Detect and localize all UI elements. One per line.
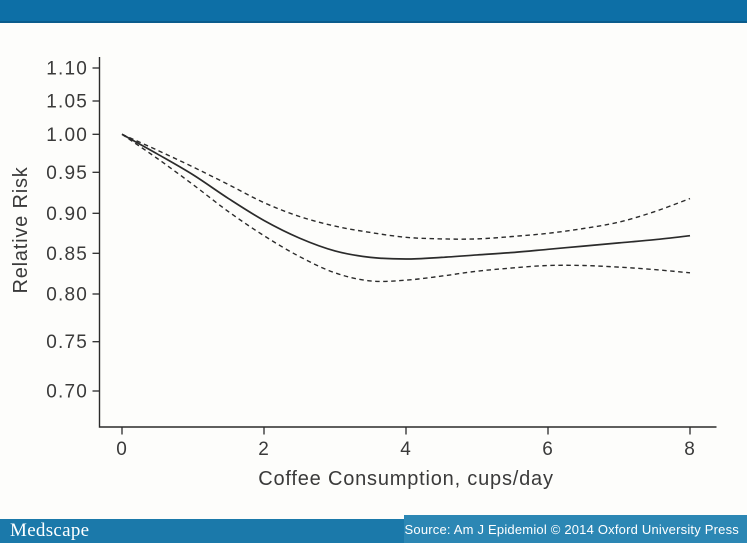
y-tick-label: 0.90 <box>46 204 88 225</box>
y-tick-label: 1.10 <box>46 59 88 80</box>
x-tick-label: 6 <box>542 439 554 460</box>
x-tick-label: 4 <box>400 439 412 460</box>
y-tick-label: 0.70 <box>46 382 88 403</box>
y-tick-label: 1.00 <box>46 125 88 146</box>
y-tick-label: 0.85 <box>46 244 88 265</box>
x-axis-title: Coffee Consumption, cups/day <box>258 468 554 490</box>
y-axis-title: Relative Risk <box>10 166 32 293</box>
series-relative-risk-curve <box>121 133 691 260</box>
x-tick-label: 8 <box>684 439 696 460</box>
source-text: Source: Am J Epidemiol © 2014 Oxford Uni… <box>404 521 739 537</box>
chart-region: 1.10 1.05 1.00 0.95 0.90 0.85 0.80 0.75 0.70 0 2 4 6… <box>0 23 747 513</box>
series-lower-95ci-curve <box>121 133 691 283</box>
y-tick-label: 0.95 <box>46 163 88 184</box>
relative-risk-chart: 1.10 1.05 1.00 0.95 0.90 0.85 0.80 0.75 0.70 0 2 4 6… <box>10 57 717 490</box>
medscape-logo: Medscape <box>10 520 90 541</box>
x-tick-label: 2 <box>258 439 270 460</box>
source-attribution-block: Source: Am J Epidemiol © 2014 Oxford Uni… <box>404 515 747 543</box>
x-tick-label: 0 <box>116 439 128 460</box>
y-tick-label: 0.75 <box>46 332 88 353</box>
y-tick-label: 0.80 <box>46 285 88 306</box>
top-bar <box>0 0 747 23</box>
series-upper-95ci-curve <box>121 133 691 240</box>
y-tick-label: 1.05 <box>46 92 88 113</box>
axis-lines <box>98 57 717 428</box>
